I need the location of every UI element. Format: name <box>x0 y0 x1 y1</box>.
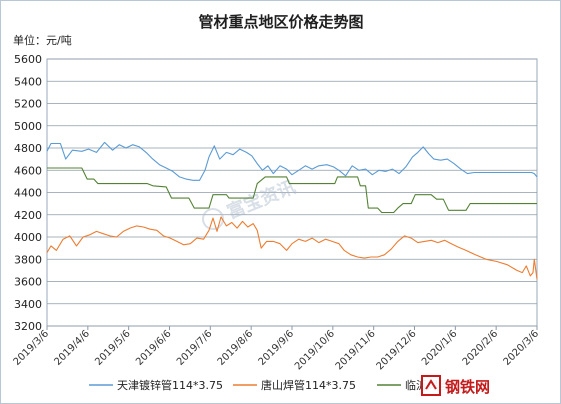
x-tick-label: 2019/10/6 <box>293 328 337 372</box>
x-tick-label: 2019/4/6 <box>52 328 92 368</box>
y-axis-ticks: 3200 3400 3600 3800 4000 4200 4400 4600 4800 5000… <box>14 53 42 333</box>
series-line-3 <box>47 167 537 214</box>
x-tick-label: 2019/12/6 <box>375 328 419 372</box>
y-tick-label: 5000 <box>14 120 42 133</box>
x-tick-label: 2019/9/6 <box>257 328 297 368</box>
x-tick-label: 2019/6/6 <box>134 328 174 368</box>
unit-label: 单位：元/吨 <box>13 33 72 47</box>
y-tick-label: 4000 <box>14 231 42 244</box>
logo-text: 钢铁网 <box>445 378 490 396</box>
legend-label-2: 唐山焊管114*3.75 <box>261 378 356 392</box>
y-tick-label: 5600 <box>14 53 42 66</box>
y-tick-label: 3200 <box>14 320 42 333</box>
y-tick-label: 3400 <box>14 298 42 311</box>
y-tick-label: 4400 <box>14 187 42 200</box>
site-logo: 钢铁网 <box>421 375 527 397</box>
y-tick-label: 4800 <box>14 142 42 155</box>
x-tick-label: 2020/2/6 <box>461 328 501 368</box>
x-tick-label: 2019/5/6 <box>93 328 133 368</box>
y-tick-label: 3600 <box>14 276 42 289</box>
y-tick-label: 4600 <box>14 164 42 177</box>
chart-title: 管材重点地区价格走势图 <box>198 13 363 31</box>
x-tick-label: 2019/7/6 <box>175 328 215 368</box>
y-tick-label: 3800 <box>14 253 42 266</box>
series-line-2 <box>46 216 538 280</box>
legend-label-1: 天津镀锌管114*3.75 <box>117 378 223 392</box>
x-tick-label: 2020/3/6 <box>502 328 542 368</box>
y-tick-label: 5200 <box>14 98 42 111</box>
x-tick-label: 2019/11/6 <box>334 328 378 372</box>
series-line-1 <box>46 141 538 181</box>
x-tick-label: 2019/8/6 <box>216 328 256 368</box>
y-tick-label: 5400 <box>14 75 42 88</box>
x-tick-label: 2019/3/6 <box>12 328 52 368</box>
x-tick-label: 2020/1/6 <box>420 328 460 368</box>
series-layer <box>46 141 538 280</box>
y-tick-label: 4200 <box>14 209 42 222</box>
x-axis-ticks: 2019/3/6 2019/4/6 2019/5/6 2019/6/6 2019/7/6… <box>12 326 542 372</box>
